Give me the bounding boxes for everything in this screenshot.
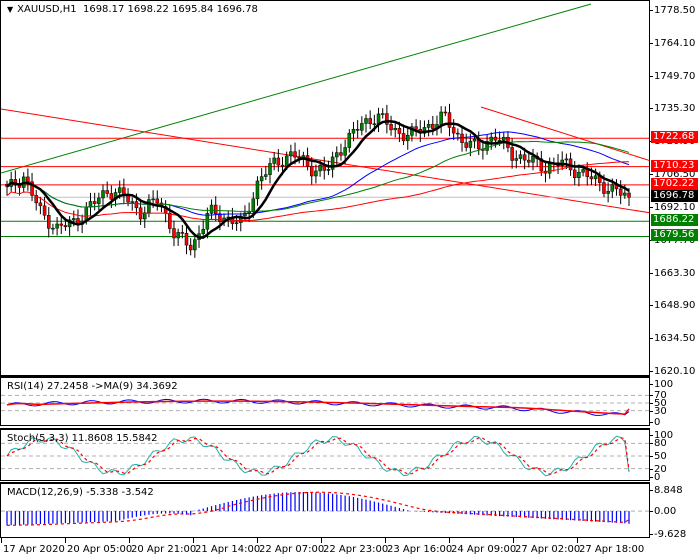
macd-tick: -9.628 <box>648 529 687 540</box>
price-level-tag: 1686.22 <box>651 214 698 227</box>
ohlc-values: 1698.17 1698.22 1695.84 1696.78 <box>82 4 258 15</box>
time-label: 23 Apr 16:00 <box>384 538 453 555</box>
time-label: 22 Apr 23:00 <box>320 538 389 555</box>
time-label: 20 Apr 21:00 <box>128 538 197 555</box>
stoch-tick: 50 <box>649 451 667 462</box>
rsi-tick: 50 <box>649 398 667 409</box>
stoch-axis: 100 80 50 20 0 <box>648 428 700 483</box>
price-tick: 1764.10 <box>648 37 696 49</box>
rsi-plot <box>1 394 649 416</box>
stoch-title: Stoch(5,3,3) 11.8608 15.5842 <box>7 433 158 444</box>
price-tick: 1634.50 <box>648 333 696 345</box>
dropdown-triangle-icon[interactable]: ▼ <box>7 5 14 14</box>
price-chart-pane[interactable]: ▼ XAUUSD,H1 1698.17 1698.22 1695.84 1696.… <box>0 0 650 376</box>
chart-title: ▼ XAUUSD,H1 1698.17 1698.22 1695.84 1696.… <box>7 4 258 15</box>
time-label: 22 Apr 07:00 <box>256 538 325 555</box>
stoch-tick: 100 <box>648 430 674 441</box>
price-tick: 1778.50 <box>648 5 696 16</box>
rsi-tick: 0 <box>648 417 661 428</box>
price-tick: 1749.70 <box>648 70 696 82</box>
time-label: 20 Apr 05:00 <box>64 538 133 555</box>
rsi-tick: 30 <box>649 405 667 417</box>
price-plot <box>1 3 649 258</box>
price-level-tag: 1710.23 <box>651 159 698 172</box>
price-tick: 1692.10 <box>648 201 696 213</box>
time-label: 24 Apr 09:00 <box>448 538 517 555</box>
rsi-axis: 100 70 50 30 0 <box>648 376 700 428</box>
rsi-tick: 70 <box>649 390 667 402</box>
macd-axis: 8.848 0.00 -9.628 <box>648 482 700 540</box>
time-axis: 17 Apr 2020 20 Apr 05:00 20 Apr 21:00 21 Ap… <box>0 538 650 560</box>
price-tick: 1663.30 <box>648 267 696 279</box>
macd-pane[interactable]: MACD(12,26,9) -5.338 -3.542 <box>0 482 650 538</box>
rsi-title: RSI(14) 27.2458 ->MA(9) 34.3692 <box>7 381 178 392</box>
price-tick: 1620.10 <box>648 366 696 377</box>
stoch-tick: 20 <box>649 463 667 475</box>
stoch-tick: 0 <box>648 472 661 483</box>
time-label: 21 Apr 14:00 <box>192 538 261 555</box>
rsi-tick: 100 <box>648 379 674 390</box>
macd-tick: 8.848 <box>649 485 683 496</box>
price-level-tag: 1702.22 <box>651 177 698 190</box>
stoch-plot <box>1 435 649 477</box>
price-level-tag: 1679.56 <box>651 229 698 242</box>
stoch-tick: 80 <box>649 438 667 450</box>
price-tick: 1735.30 <box>648 103 696 115</box>
price-level-tag: 1722.68 <box>651 131 698 144</box>
symbol-label: XAUUSD,H1 <box>17 4 77 15</box>
price-tick: 1706.50 <box>648 169 696 181</box>
macd-plot <box>1 491 649 526</box>
time-label: 17 Apr 2020 <box>1 538 65 555</box>
time-label: 27 Apr 02:00 <box>512 538 581 555</box>
time-label: 27 Apr 18:00 <box>576 538 645 555</box>
price-level-tag: 1696.78 <box>651 190 698 203</box>
price-tick: 1648.90 <box>648 300 696 312</box>
price-axis[interactable]: 1778.501764.101749.701735.301720.901706.… <box>648 0 700 377</box>
macd-tick: 0.00 <box>648 506 677 518</box>
macd-title: MACD(12,26,9) -5.338 -3.542 <box>7 487 154 498</box>
stochastic-pane[interactable]: Stoch(5,3,3) 11.8608 15.5842 <box>0 428 650 481</box>
rsi-pane[interactable]: RSI(14) 27.2458 ->MA(9) 34.3692 <box>0 376 650 426</box>
